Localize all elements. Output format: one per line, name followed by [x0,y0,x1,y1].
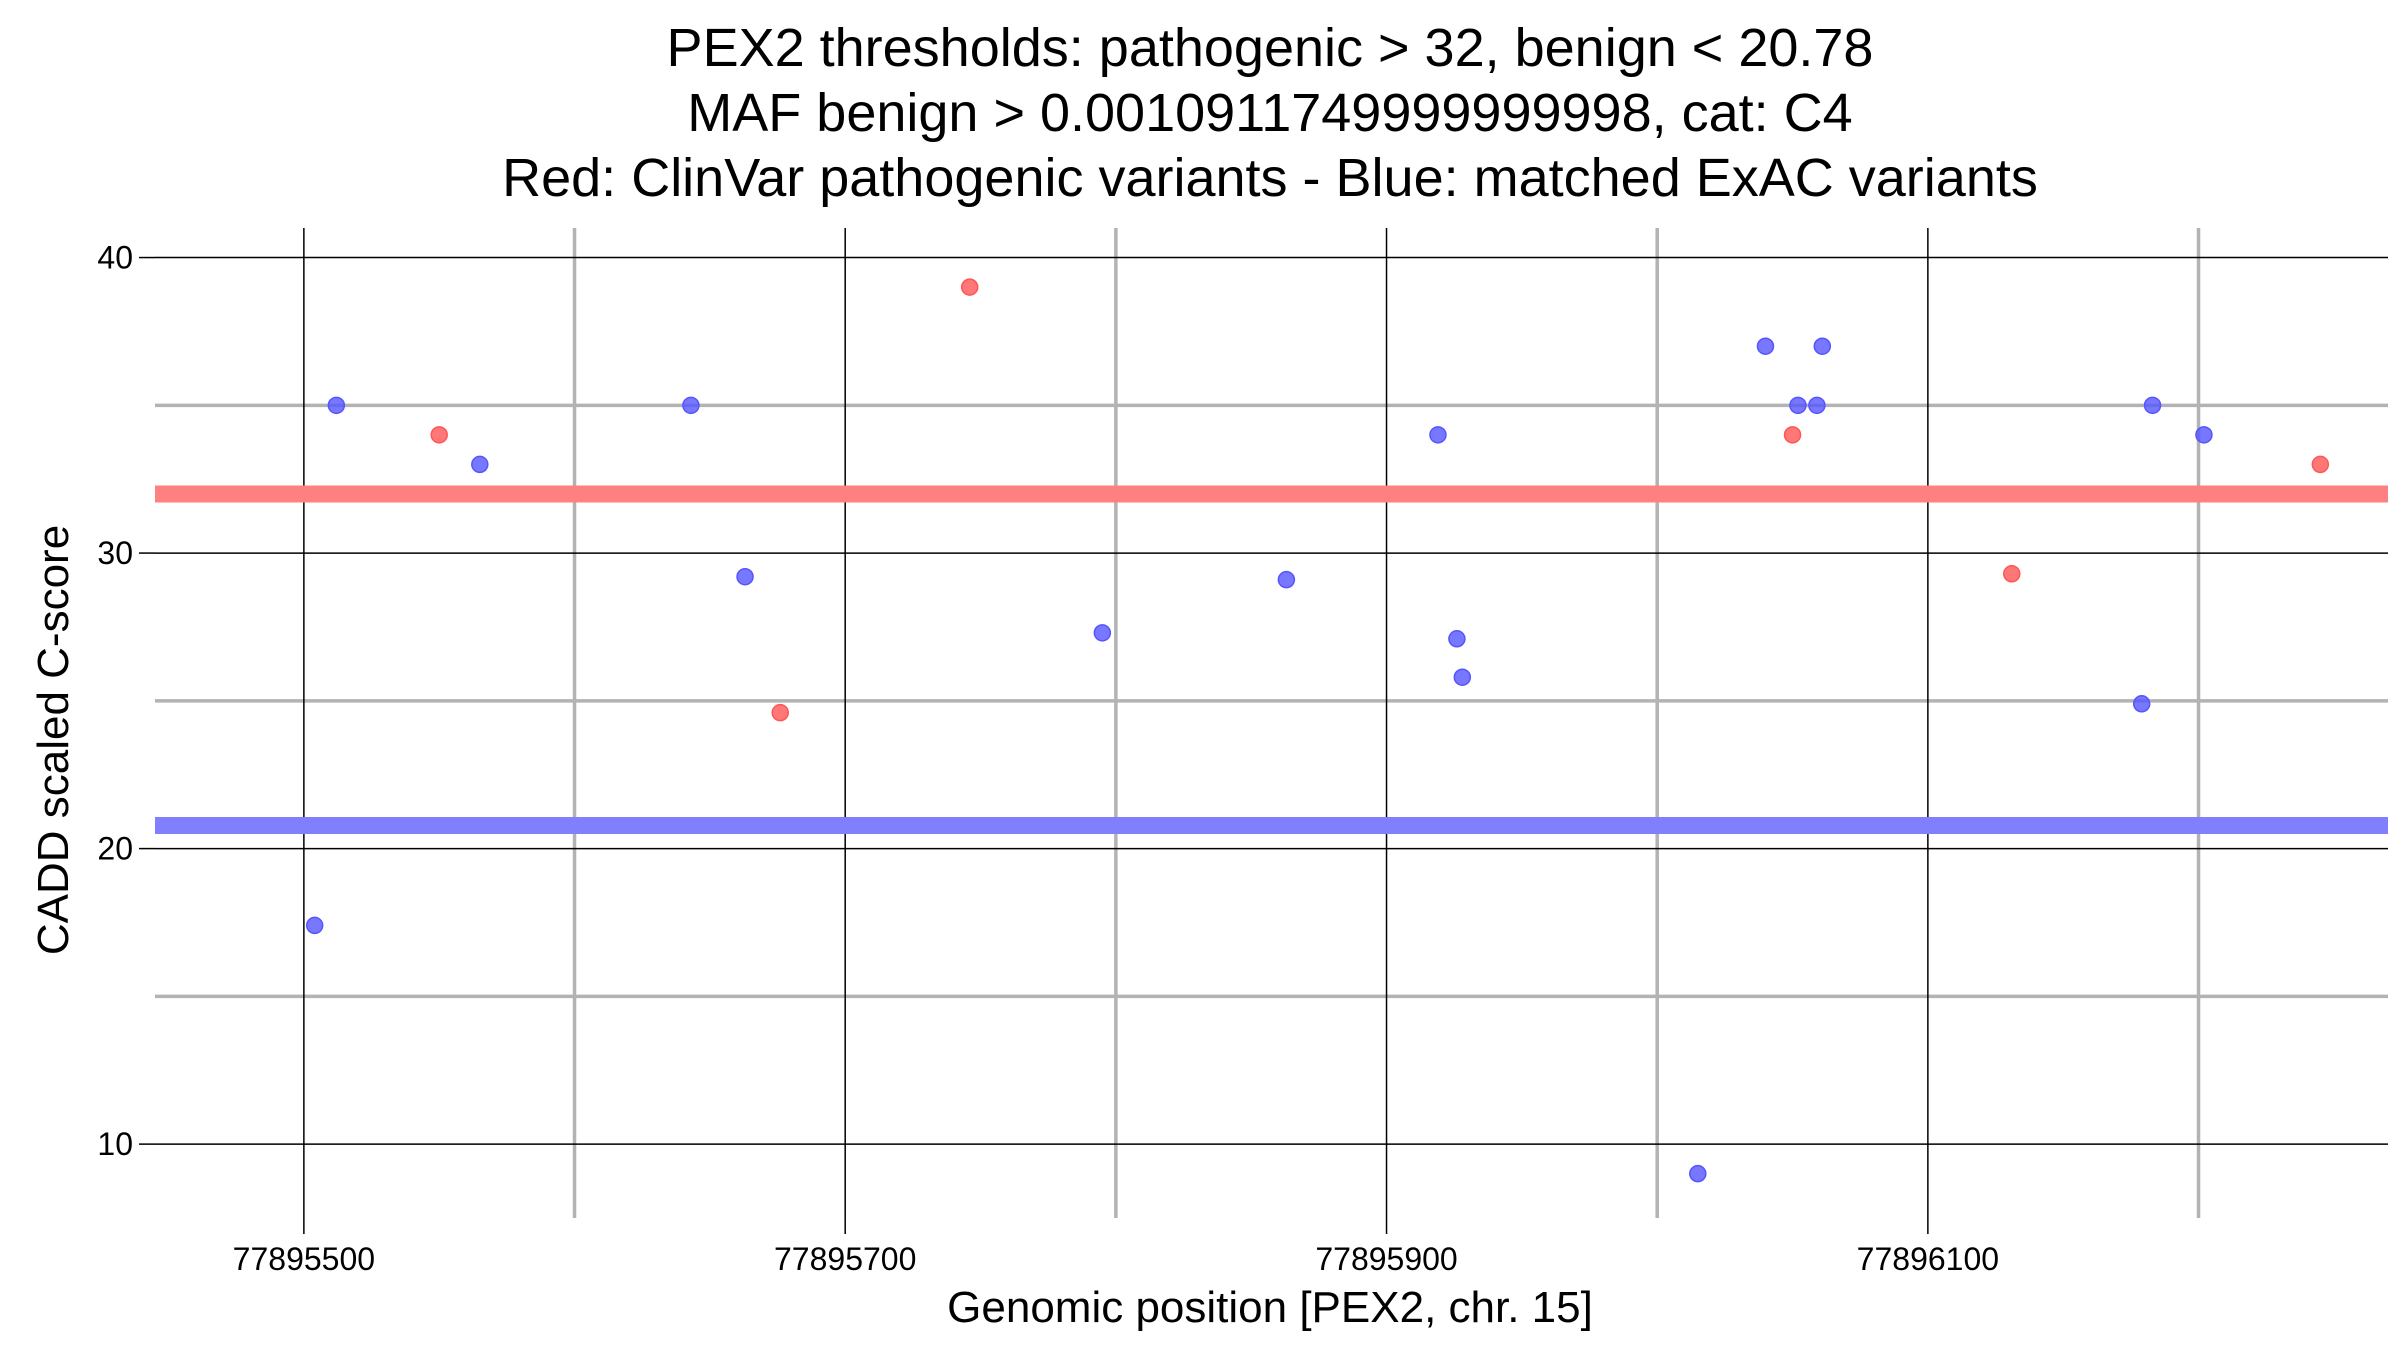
y-tick-label: 10 [97,1126,133,1162]
minor-gridlines [155,228,2388,1218]
clinvar-pathogenic-point [2311,455,2330,474]
exac-variant-point [736,567,754,586]
chart-title-line-3: Red: ClinVar pathogenic variants - Blue:… [502,148,2038,208]
major-gridlines [155,228,2388,1218]
chart-title-line-1: PEX2 thresholds: pathogenic > 32, benign… [667,18,1874,78]
y-tick-label: 40 [97,240,133,276]
exac-variant-point [1093,624,1112,642]
x-tick-label: 77895500 [233,1241,375,1277]
threshold-lines [155,485,2388,835]
exac-variant-point [1453,668,1472,686]
exac-variant-point [2143,396,2162,415]
exac-variant-point [1689,1164,1707,1183]
x-axis-label: Genomic position [PEX2, chr. 15] [947,1283,1593,1332]
x-tick-label: 77895900 [1315,1241,1457,1277]
exac-variant-point [1448,630,1466,648]
clinvar-pathogenic-point [1783,426,1802,444]
exac-variant-point [2132,695,2151,713]
exac-variant-point [1808,396,1826,415]
x-tick-label: 77895700 [774,1241,916,1277]
y-tick-label: 30 [97,535,133,571]
chart-title-line-2: MAF benign > 0.0010911749999999998, cat:… [687,83,1852,143]
exac-variant-point [305,916,324,935]
exac-variant-point [1813,337,1832,355]
x-tick-label: 77896100 [1857,1241,1999,1277]
exac-variant-point [1429,426,1447,444]
clinvar-pathogenic-point [2003,565,2021,583]
y-tick-label: 20 [97,831,133,867]
clinvar-pathogenic-point [960,278,979,296]
exac-variant-point [471,455,489,474]
axes: 10 20 30 40 77895500 77895700 77895900 77896100 [97,240,1999,1277]
exac-variant-point [1756,337,1775,355]
exac-variant-point [1789,396,1807,415]
exac-variant-point [2195,426,2213,444]
data-points [305,278,2330,1183]
clinvar-pathogenic-point [771,703,789,722]
exac-variant-point [682,396,700,415]
clinvar-pathogenic-point [430,426,448,444]
exac-variant-point [1277,570,1296,589]
exac-variant-point [327,396,346,415]
y-axis-label: CADD scaled C-score [29,525,78,955]
